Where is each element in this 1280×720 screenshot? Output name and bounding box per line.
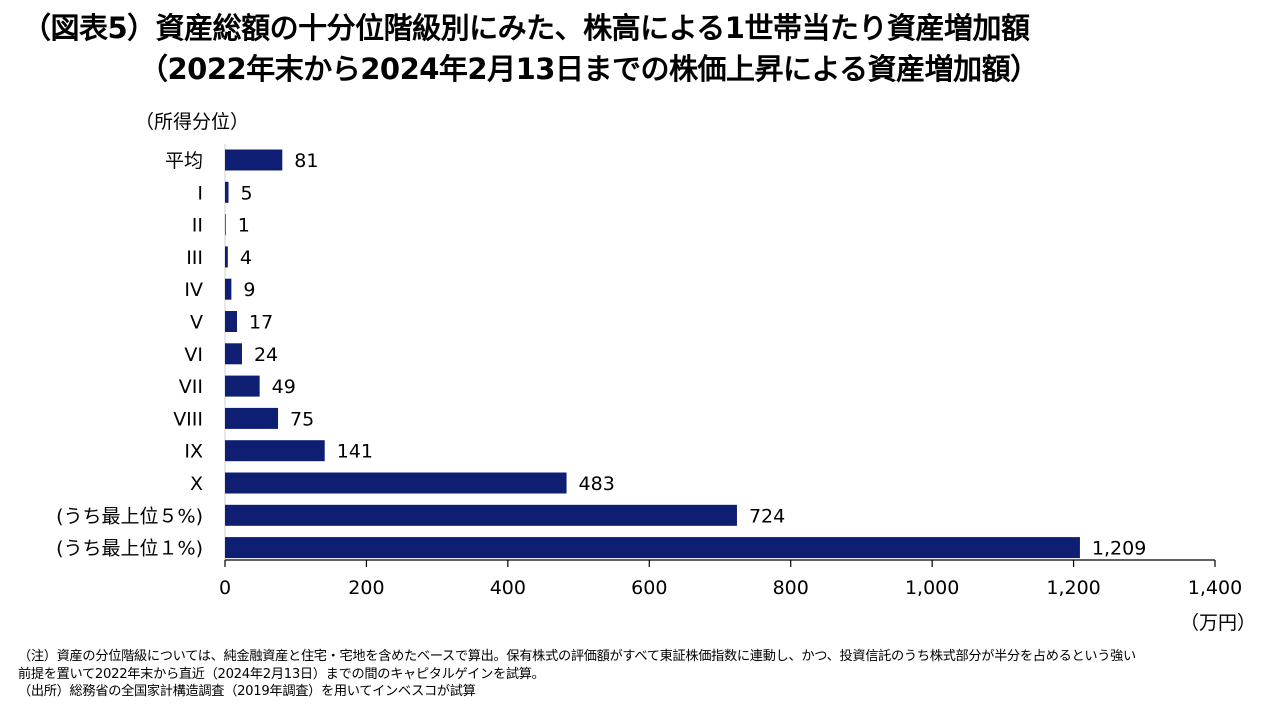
note-line-1: （注）資産の分位階級については、純金融資産と住宅・宅地を含めたベースで算出。保有…: [18, 649, 1136, 664]
category-label: (うち最上位５%): [56, 505, 203, 527]
x-tick-label: 200: [348, 577, 384, 599]
category-label: X: [190, 473, 203, 495]
bar: [225, 537, 1080, 559]
data-label: 724: [749, 505, 785, 527]
category-label: II: [192, 215, 203, 237]
category-label: (うち最上位１%): [56, 538, 203, 560]
bar: [225, 407, 279, 429]
x-tick-label: 1,000: [905, 577, 959, 599]
footnotes: （注）資産の分位階級については、純金融資産と住宅・宅地を含めたベースで算出。保有…: [18, 648, 1273, 701]
category-label: VIII: [173, 408, 203, 430]
data-label: 5: [241, 182, 253, 204]
x-tick-label: 1,400: [1188, 577, 1242, 599]
bar: [225, 149, 283, 171]
x-tick-label: 0: [219, 577, 231, 599]
title-line-2: （2022年末から2024年2月13日までの株価上昇による資産増加額）: [139, 52, 1039, 86]
category-label: VII: [179, 376, 203, 398]
x-tick-label: 800: [773, 577, 809, 599]
note-line-2: 前提を置いて2022年末から直近（2024年2月13日）までの間のキャピタルゲイ…: [18, 666, 545, 682]
source-line: （出所）総務省の全国家計構造調査（2019年調査）を用いてインベスコが試算: [18, 684, 476, 699]
data-label: 17: [249, 312, 273, 334]
data-label: 1,209: [1092, 538, 1146, 560]
category-label: VI: [184, 344, 203, 366]
bar: [225, 181, 229, 203]
bar: [225, 504, 737, 526]
category-label: IV: [184, 279, 203, 301]
data-label: 81: [294, 150, 318, 172]
data-label: 141: [337, 441, 373, 463]
bar: [225, 311, 238, 332]
bar: [225, 343, 242, 365]
bar: [225, 375, 260, 397]
category-label: V: [190, 312, 203, 334]
data-label: 24: [254, 344, 278, 366]
data-label: 1: [238, 215, 250, 237]
bar: [225, 278, 232, 300]
chart-title: （図表5）資産総額の十分位階級別にみた、株高による1世帯当たり資産増加額 （20…: [22, 8, 1272, 90]
category-label: IX: [184, 441, 203, 463]
bar: [225, 246, 228, 268]
bar: [225, 214, 226, 236]
category-label: III: [186, 247, 203, 269]
category-label: 平均: [165, 150, 203, 172]
bar: [225, 472, 567, 494]
bar: [225, 440, 325, 462]
title-line-1: （図表5）資産総額の十分位階級別にみた、株高による1世帯当たり資産増加額: [22, 11, 1030, 45]
x-axis-unit-label: （万円）: [1180, 612, 1257, 634]
data-label: 483: [579, 473, 615, 495]
data-label: 9: [243, 279, 255, 301]
data-label: 49: [272, 376, 296, 398]
data-label: 75: [290, 408, 314, 430]
x-tick-label: 400: [490, 577, 526, 599]
x-tick-label: 600: [631, 577, 667, 599]
category-label: I: [197, 182, 203, 204]
x-tick-label: 1,200: [1046, 577, 1100, 599]
data-label: 4: [240, 247, 252, 269]
y-axis-label: （所得分位）: [135, 111, 250, 133]
